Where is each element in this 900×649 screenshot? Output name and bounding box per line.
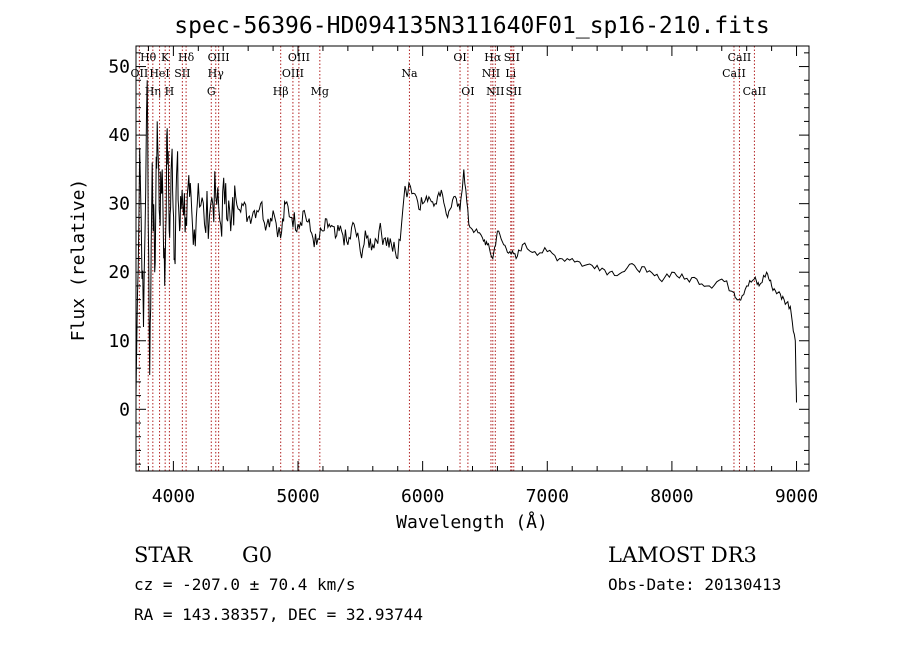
line-marker-label: SII [506,85,522,98]
redshift-text: cz = -207.0 ± 70.4 km/s [134,575,356,594]
coordinates-text: RA = 143.38357, DEC = 32.93744 [134,605,423,624]
line-marker-label: Hθ [140,51,157,64]
line-marker-label: OII [131,67,149,80]
y-tick-label: 40 [108,125,130,146]
y-tick-label: 0 [119,399,130,420]
line-marker-label: Na [401,67,418,80]
y-tick-label: 30 [108,194,130,215]
line-marker-label: K [161,51,170,64]
y-axis-label: Flux (relative) [68,179,89,342]
y-tick-label: 20 [108,262,130,283]
line-marker-label: NII [486,85,504,98]
y-tick-label: 10 [108,331,130,352]
survey-name: LAMOST DR3 [608,543,757,567]
obs-date-text: Obs-Date: 20130413 [608,575,781,594]
spectrum-series [135,80,797,403]
line-marker-label: G [207,85,216,98]
line-marker-label: OI [461,85,474,98]
line-marker-label: Hβ [273,85,289,98]
line-markers: OII Hθ Hη HeI K H SII Hδ G Hγ OIII Hβ OIII OIII Mg Na OI… [131,46,767,471]
object-subclass: G0 [242,543,272,567]
line-marker-label: OI [453,51,466,64]
x-axis-label: Wavelength (Å) [396,511,548,533]
chart-title: spec-56396-HD094135N311640F01_sp16-210.f… [174,13,769,39]
line-marker-label: OIII [288,51,310,64]
y-tick-label: 50 [108,57,130,78]
line-marker-label: Hδ [178,51,195,64]
line-marker-label: SII [504,51,520,64]
line-marker-label: CaII [728,51,752,64]
line-marker-label: Hα [484,51,502,64]
line-marker-label: Mg [311,85,329,98]
line-marker-label: Hη [145,85,161,98]
line-marker-label: OIII [282,67,304,80]
spectrum-line [135,80,797,403]
line-marker-label: HeI [149,67,169,80]
line-marker-label: CaII [743,85,767,98]
x-axis-ticks: 4000 5000 6000 7000 8000 9000 [147,46,818,507]
line-marker-label: OIII [208,51,230,64]
x-tick-label: 9000 [775,486,818,507]
y-axis-ticks: 0 10 20 30 40 50 [108,52,809,465]
x-tick-label: 7000 [526,486,569,507]
line-marker-label: H [165,85,175,98]
line-marker-label: Hγ [208,67,225,80]
x-tick-label: 8000 [650,486,693,507]
x-tick-label: 4000 [152,486,195,507]
object-class: STAR [134,543,193,567]
line-marker-label: CaII [722,67,746,80]
x-tick-label: 5000 [276,486,319,507]
line-marker-label: SII [174,67,190,80]
x-tick-label: 6000 [401,486,444,507]
line-marker-label: Li [505,67,516,80]
plot-frame [135,45,810,472]
line-marker-label: NII [482,67,500,80]
